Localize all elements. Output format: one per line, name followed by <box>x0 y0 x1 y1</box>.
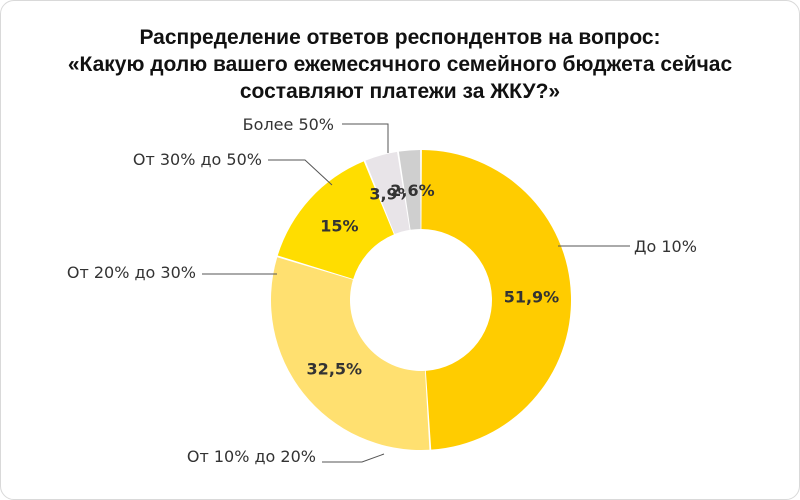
category-label: До 10% <box>634 237 697 256</box>
leader-line <box>342 123 389 153</box>
category-label: От 10% до 20% <box>187 447 316 466</box>
leader-line <box>322 453 385 463</box>
leader-line <box>268 159 333 186</box>
slice-value-label: 3,9% <box>369 185 413 204</box>
chart-title: Распределение ответов респондентов на во… <box>0 24 800 105</box>
slice-value-label: 15% <box>320 216 358 235</box>
chart-title-line-2: «Какую долю вашего ежемесячного семейног… <box>67 53 733 76</box>
donut-slice <box>277 161 394 279</box>
donut-slice <box>365 151 410 235</box>
donut-slice <box>398 150 421 230</box>
category-label: Более 50% <box>243 115 334 134</box>
donut-slice <box>271 257 430 450</box>
category-label: От 20% до 30% <box>67 263 196 282</box>
chart-title-line-3: составляют платежи за ЖКУ?» <box>239 80 561 103</box>
donut-slice <box>421 150 572 450</box>
category-label: От 30% до 50% <box>133 150 262 169</box>
slice-value-label: 51,9% <box>504 288 560 307</box>
chart-title-line-1: Распределение ответов респондентов на во… <box>139 26 661 49</box>
slice-value-label: 32,5% <box>307 360 363 379</box>
slice-value-label: 2,6% <box>390 181 434 200</box>
